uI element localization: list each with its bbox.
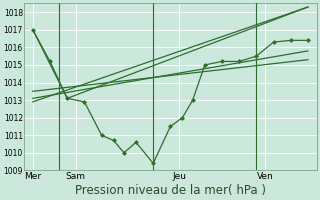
X-axis label: Pression niveau de la mer( hPa ): Pression niveau de la mer( hPa ): [75, 184, 266, 197]
